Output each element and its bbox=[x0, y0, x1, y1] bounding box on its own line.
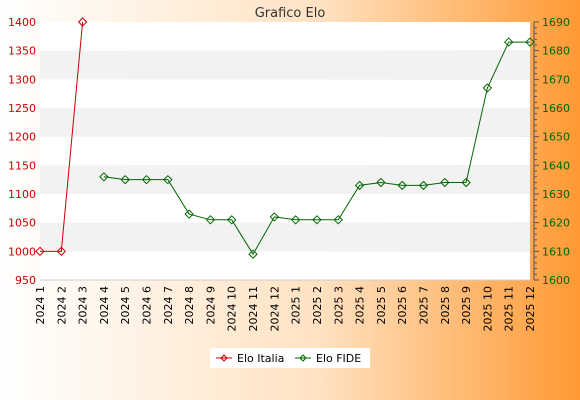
x-tick-label: 2025 1 bbox=[290, 286, 303, 325]
y-left-tick-label: 1200 bbox=[8, 131, 36, 144]
x-tick-label: 2024 2 bbox=[55, 286, 68, 325]
x-tick-label: 2025 8 bbox=[439, 286, 452, 325]
y-left-tick-label: 1300 bbox=[8, 73, 36, 86]
plot-band bbox=[40, 136, 530, 166]
data-point bbox=[397, 180, 407, 191]
series-line bbox=[103, 41, 530, 256]
data-point bbox=[482, 83, 493, 93]
data-point bbox=[503, 37, 514, 47]
data-point bbox=[56, 246, 67, 257]
plot-area bbox=[40, 22, 530, 281]
right-axis: 1600 1610 1620 1630 1640 1650 1660 1670 1680 1690 bbox=[533, 16, 570, 287]
y-right-tick-label: 1630 bbox=[542, 188, 570, 201]
y-right-tick-label: 1690 bbox=[542, 16, 570, 29]
plot-band bbox=[40, 108, 530, 137]
x-axis: 2024 1 2024 2 2024 3 2024 4 2024 5 2024 6 2024… bbox=[34, 286, 537, 332]
data-point bbox=[333, 215, 343, 225]
x-tick-label: 2025 11 bbox=[503, 286, 516, 332]
y-right-tick-label: 1650 bbox=[542, 131, 570, 144]
x-tick-label: 2025 12 bbox=[524, 286, 537, 332]
legend-marker-fide bbox=[299, 354, 307, 362]
y-left-tick-label: 1150 bbox=[8, 159, 36, 172]
legend-marker-italia bbox=[220, 354, 228, 362]
x-tick-label: 2025 10 bbox=[481, 286, 494, 332]
plot-band bbox=[40, 22, 530, 51]
series-line bbox=[40, 21, 84, 252]
x-tick-label: 2024 10 bbox=[226, 286, 239, 332]
data-point bbox=[120, 174, 130, 185]
legend-label-italia: Elo Italia bbox=[237, 352, 284, 365]
x-tick-label: 2024 4 bbox=[98, 286, 111, 325]
y-right-tick-label: 1670 bbox=[542, 73, 570, 86]
legend: Elo Italia Elo FIDE bbox=[210, 348, 370, 368]
y-right-tick-label: 1640 bbox=[542, 159, 570, 172]
y-left-tick-label: 1100 bbox=[8, 188, 36, 201]
legend-item-fide: Elo FIDE bbox=[295, 352, 361, 365]
x-tick-label: 2024 6 bbox=[141, 286, 154, 325]
x-tick-label: 2024 12 bbox=[268, 286, 281, 332]
data-point bbox=[461, 177, 471, 188]
plot-band bbox=[40, 79, 530, 108]
x-tick-label: 2025 5 bbox=[375, 286, 388, 325]
x-tick-label: 2024 11 bbox=[247, 286, 260, 332]
y-left-tick-label: 1000 bbox=[8, 245, 36, 258]
data-point bbox=[163, 174, 173, 185]
data-point bbox=[269, 212, 280, 222]
y-left-tick-label: 950 bbox=[15, 274, 36, 287]
data-point bbox=[525, 37, 535, 47]
data-point bbox=[248, 249, 258, 259]
data-point bbox=[440, 177, 450, 188]
x-tick-label: 2025 7 bbox=[417, 286, 430, 325]
x-tick-label: 2024 1 bbox=[34, 286, 47, 325]
x-tick-label: 2025 3 bbox=[332, 286, 345, 325]
y-right-tick-label: 1680 bbox=[542, 45, 570, 58]
y-right-tick-label: 1660 bbox=[542, 102, 570, 115]
y-left-tick-label: 1350 bbox=[8, 45, 36, 58]
legend-item-italia: Elo Italia bbox=[216, 352, 284, 365]
plot-band bbox=[40, 222, 530, 252]
y-left-tick-label: 1400 bbox=[8, 16, 36, 29]
x-tick-label: 2025 4 bbox=[354, 286, 367, 325]
data-point bbox=[290, 215, 301, 225]
data-point bbox=[141, 174, 152, 185]
data-point bbox=[77, 17, 88, 27]
data-point bbox=[418, 180, 429, 191]
series-layer bbox=[35, 17, 535, 259]
data-point bbox=[227, 215, 237, 225]
x-tick-label: 2024 7 bbox=[162, 286, 175, 325]
data-point bbox=[312, 215, 322, 225]
plot-band bbox=[40, 50, 530, 80]
y-right-tick-label: 1600 bbox=[542, 274, 570, 287]
x-tick-label: 2025 9 bbox=[460, 286, 473, 325]
data-point bbox=[205, 215, 216, 225]
x-tick-label: 2024 8 bbox=[183, 286, 196, 325]
data-point bbox=[354, 180, 365, 191]
legend-label-fide: Elo FIDE bbox=[316, 352, 361, 365]
chart-title: Grafico Elo bbox=[255, 6, 326, 21]
plot-band bbox=[40, 251, 530, 280]
y-left-tick-label: 1050 bbox=[8, 217, 36, 230]
left-axis: 950 1000 1050 1100 1150 1200 1250 1300 1350 1400 bbox=[8, 16, 36, 287]
y-right-tick-label: 1620 bbox=[542, 217, 570, 230]
x-tick-label: 2025 2 bbox=[311, 286, 324, 325]
x-tick-label: 2024 9 bbox=[204, 286, 217, 325]
legend-box bbox=[210, 348, 370, 368]
x-tick-label: 2025 6 bbox=[396, 286, 409, 325]
plot-band bbox=[40, 165, 530, 194]
x-tick-label: 2024 5 bbox=[119, 286, 132, 325]
data-point bbox=[376, 177, 386, 188]
data-point bbox=[184, 209, 194, 219]
y-right-tick-label: 1610 bbox=[542, 245, 570, 258]
x-tick-label: 2024 3 bbox=[77, 286, 90, 325]
data-point bbox=[99, 172, 109, 182]
y-left-tick-label: 1250 bbox=[8, 102, 36, 115]
data-point bbox=[35, 246, 45, 257]
